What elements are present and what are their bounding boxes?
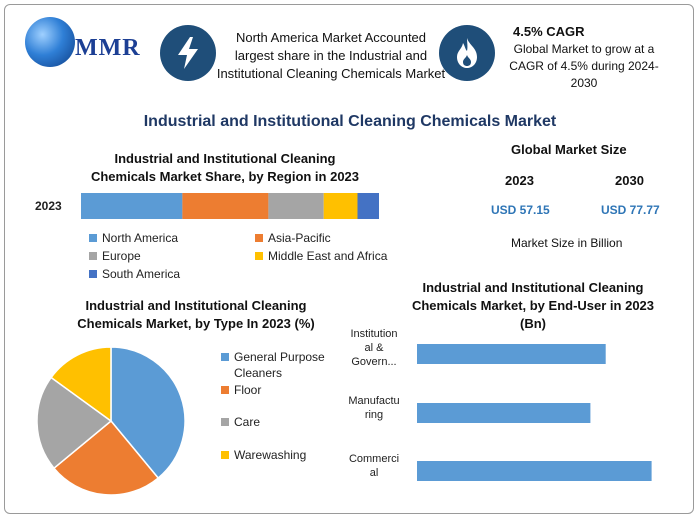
market-size-unit: Market Size in Billion (511, 236, 623, 250)
pie-slice-warewashing (50, 346, 112, 423)
legend-south-america: South America (89, 267, 180, 281)
region-legend: North America Asia-Pacific Europe Middle… (89, 229, 409, 289)
legend-general-purpose: General Purpose Cleaners (221, 349, 331, 381)
enduser-tick-institutional: Institution al & Govern... (341, 327, 407, 369)
enduser-bar-chart (417, 344, 652, 481)
type-pie-chart (36, 346, 186, 496)
legend-label: Asia-Pacific (268, 231, 331, 245)
type-chart-title: Industrial and Institutional Cleaning Ch… (51, 297, 341, 333)
tick-line: Institution (350, 328, 398, 340)
legend-swatch (221, 353, 229, 361)
region-bar-segment-south-america (357, 193, 379, 219)
region-bar-segment-asia-pacific (182, 193, 269, 219)
region-title-line-2: Chemicals Market Share, by Region in 202… (90, 169, 360, 184)
legend-warewashing: Warewashing (221, 448, 306, 462)
pie-slice-care (36, 376, 113, 470)
tick-line: Govern... (351, 356, 397, 368)
legend-north-america: North America (89, 231, 178, 245)
market-value-2023: USD 57.15 (491, 203, 550, 217)
legend-floor: Floor (221, 383, 261, 397)
infographic-frame: MMR North America Market Accounted large… (4, 4, 694, 514)
enduser-tick-manufacturing: Manufactu ring (341, 394, 407, 422)
legend-care: Care (221, 415, 260, 429)
lightning-icon (160, 25, 216, 81)
legend-swatch (89, 252, 97, 260)
region-title-line-1: Industrial and Institutional Cleaning (114, 151, 336, 166)
pie-slice-floor (52, 419, 160, 496)
legend-label: Middle East and Africa (268, 249, 388, 263)
highlight-line-3: Institutional Cleaning Chemicals Market (216, 66, 446, 81)
legend-middle-east-africa: Middle East and Africa (255, 249, 387, 263)
cagr-line-3: 2030 (570, 76, 598, 90)
market-value-2030: USD 77.77 (601, 203, 660, 217)
pie-slice-general-purpose-cleaners (110, 346, 186, 480)
legend-swatch (89, 270, 97, 278)
legend-swatch (221, 386, 229, 394)
legend-label: Floor (234, 383, 262, 397)
enduser-tick-commercial: Commerci al (341, 452, 407, 480)
region-bar-segment-europe (268, 193, 324, 219)
tick-line: al & (364, 342, 384, 354)
tick-line: ring (364, 409, 384, 421)
logo-text: MMR (75, 35, 141, 61)
region-stacked-bar (81, 193, 379, 219)
legend-asia-pacific: Asia-Pacific (255, 231, 331, 245)
tick-line: al (369, 467, 379, 479)
highlight-line-1: North America Market Accounted (235, 30, 427, 45)
legend-label: South America (102, 267, 181, 281)
region-bar-segment-middle-east-and-africa (323, 193, 358, 219)
type-title-line-1: Industrial and Institutional Cleaning (85, 298, 307, 313)
legend-label: General Purpose Cleaners (234, 350, 325, 380)
cagr-title: 4.5% CAGR (513, 24, 585, 39)
enduser-title-line-1: Industrial and Institutional Cleaning (422, 280, 644, 295)
legend-swatch (255, 252, 263, 260)
region-bar-segment-north-america (81, 193, 183, 219)
tick-line: Commerci (348, 453, 400, 465)
cagr-line-1: Global Market to grow at a (513, 42, 655, 56)
market-year-2030: 2030 (615, 173, 644, 188)
type-legend: General Purpose Cleaners Floor Care Ware… (221, 347, 341, 477)
type-title-line-2: Chemicals Market, by Type In 2023 (%) (77, 316, 315, 331)
enduser-bar-institutional-government (417, 344, 606, 364)
enduser-title-line-2: Chemicals Market, by End-User in 2023 (411, 298, 655, 313)
legend-swatch (255, 234, 263, 242)
enduser-bar-manufacturing (417, 403, 591, 423)
market-size-title: Global Market Size (511, 142, 627, 157)
region-category-label: 2023 (35, 199, 62, 213)
legend-label: North America (102, 231, 179, 245)
highlight-text: North America Market Accounted largest s… (211, 29, 451, 83)
tick-line: Manufactu (348, 395, 400, 407)
legend-swatch (89, 234, 97, 242)
enduser-title-line-3: (Bn) (520, 316, 546, 331)
legend-europe: Europe (89, 249, 141, 263)
cagr-line-2: CAGR of 4.5% during 2024- (509, 59, 659, 73)
flame-icon (439, 25, 495, 81)
legend-swatch (221, 451, 229, 459)
legend-label: Care (234, 415, 261, 429)
legend-label: Europe (102, 249, 141, 263)
legend-swatch (221, 418, 229, 426)
region-chart-title: Industrial and Institutional Cleaning Ch… (65, 150, 385, 186)
market-year-2023: 2023 (505, 173, 534, 188)
cagr-text: Global Market to grow at a CAGR of 4.5% … (499, 41, 669, 92)
legend-label: Warewashing (234, 448, 307, 462)
highlight-line-2: largest share in the Industrial and (234, 48, 428, 63)
enduser-bar-commercial (417, 461, 652, 481)
globe-icon (25, 17, 75, 67)
main-title: Industrial and Institutional Cleaning Ch… (143, 113, 557, 130)
enduser-chart-title: Industrial and Institutional Cleaning Ch… (393, 279, 673, 333)
